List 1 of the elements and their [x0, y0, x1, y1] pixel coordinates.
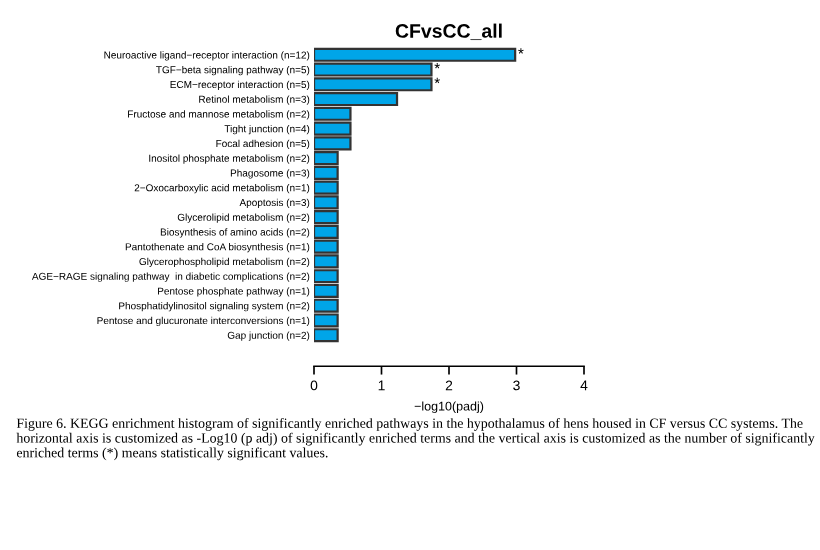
- chart-title: CFvsCC_all: [395, 23, 502, 41]
